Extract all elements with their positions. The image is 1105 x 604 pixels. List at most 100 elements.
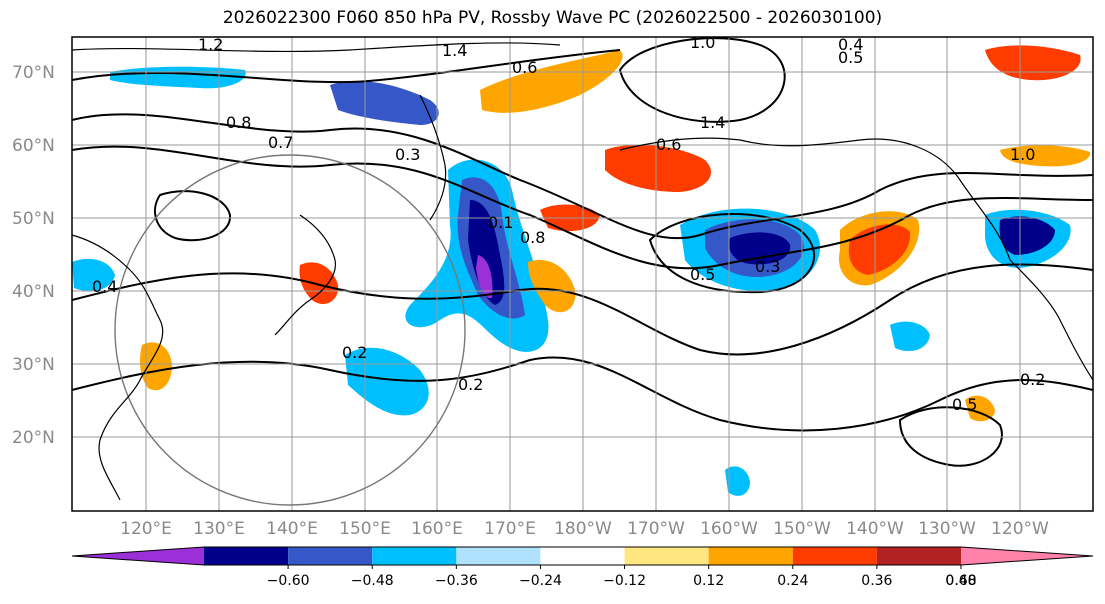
contour-line xyxy=(71,145,1094,270)
contour-label: 1.4 xyxy=(700,113,725,132)
map-title: 2026022300 F060 850 hPa PV, Rossby Wave … xyxy=(222,8,883,28)
contour-label: 0.2 xyxy=(458,375,483,394)
anomaly-positive-canada xyxy=(1000,145,1091,167)
contour-label: 0.5 xyxy=(690,265,715,284)
anomaly-positive-japan xyxy=(299,262,339,305)
lon-label: 120°E xyxy=(120,519,172,539)
coastline-asia xyxy=(71,234,164,501)
anomaly-positive-bering xyxy=(605,144,711,192)
contour-label: 1.0 xyxy=(690,33,715,52)
colorbar-tick-label: −0.60 xyxy=(267,573,310,589)
coastlines xyxy=(71,42,1094,501)
lat-label: 50°N xyxy=(12,209,55,229)
anomaly-negative-south xyxy=(345,347,429,416)
anomaly-extreme-center xyxy=(476,255,493,299)
contour-label: 0.4 xyxy=(838,35,863,54)
contour-labels: 1.2 1.4 1.0 0.6 0.5 0.4 0.8 0.7 0.3 0.2 … xyxy=(92,33,1045,414)
anomaly-ne-negative-core xyxy=(999,216,1055,255)
contour-label: 0.1 xyxy=(488,213,513,232)
anomaly-shading xyxy=(72,45,1091,496)
colorbar-extend-high xyxy=(961,547,1093,565)
colorbar-tick-label: 0.60 xyxy=(945,573,976,589)
contour-label: 0.6 xyxy=(512,58,537,77)
lat-label: 20°N xyxy=(12,428,55,448)
contour-label: 0.5 xyxy=(952,395,977,414)
colorbar-bin xyxy=(876,547,961,565)
lon-label: 120°W xyxy=(991,519,1049,539)
contour-label: 0.7 xyxy=(268,133,293,152)
contour-line xyxy=(898,406,1003,467)
lat-label: 70°N xyxy=(12,63,55,83)
lon-label: 140°E xyxy=(266,519,318,539)
anomaly-negative-east-pacific xyxy=(890,321,930,352)
anomaly-negative-north xyxy=(330,80,439,125)
colorbar-tick-label: −0.12 xyxy=(603,573,646,589)
anomaly-negative-tropics xyxy=(725,466,750,496)
coastline-na-west xyxy=(1009,259,1094,381)
colorbar-bin xyxy=(624,547,709,565)
colorbar-bin xyxy=(288,547,373,565)
coastline-arctic xyxy=(71,42,561,53)
contour-line xyxy=(71,49,621,84)
lon-label: 130°E xyxy=(193,519,245,539)
colorbar-bin xyxy=(204,547,289,565)
colorbar-tick-label: 0.36 xyxy=(861,573,892,589)
anomaly-negative-center xyxy=(468,200,505,305)
contour-label: 0.2 xyxy=(342,343,367,362)
colorbar: −0.60 −0.48 −0.36 −0.24 −0.12 0.12 0.24 0.36 0.4… xyxy=(71,546,1094,589)
lon-label: 150°W xyxy=(773,519,831,539)
colorbar-tick-label: 0.48 xyxy=(945,573,976,589)
anomaly-negative-nw xyxy=(110,66,246,89)
contour-label: 0.4 xyxy=(92,277,117,296)
contour-label: 0.3 xyxy=(395,145,420,164)
longitude-labels: 120°E 130°E 140°E 150°E 160°E 170°E 180°… xyxy=(120,519,1049,539)
contour-label: 0.2 xyxy=(1020,370,1045,389)
contour-label: 1.0 xyxy=(1010,145,1035,164)
anomaly-negative-west-edge xyxy=(72,258,115,292)
lon-label: 150°E xyxy=(339,519,391,539)
contour-line xyxy=(648,212,816,294)
contour-label: 1.4 xyxy=(442,41,467,60)
colorbar-bin xyxy=(540,547,625,565)
lon-label: 170°W xyxy=(627,519,685,539)
colorbar-extend-low xyxy=(72,547,204,565)
colorbar-bin xyxy=(708,547,793,565)
coastline-japan xyxy=(274,214,337,336)
coastline-kamchatka xyxy=(419,94,447,221)
contour-line xyxy=(618,37,786,123)
lat-label: 30°N xyxy=(12,355,55,375)
colorbar-bin xyxy=(792,547,877,565)
contour-line xyxy=(71,113,1094,240)
contour-label: 0.6 xyxy=(656,135,681,154)
colorbar-bin xyxy=(372,547,457,565)
lon-label: 160°E xyxy=(411,519,463,539)
colorbar-tick-label: −0.48 xyxy=(351,573,394,589)
contour-label: 0.5 xyxy=(838,48,863,67)
lat-label: 40°N xyxy=(12,282,55,302)
radius-circle xyxy=(114,154,466,506)
contour-line xyxy=(71,356,1094,432)
colorbar-tick-label: −0.36 xyxy=(435,573,478,589)
contour-line xyxy=(71,263,1094,356)
anomaly-positive-kamchatka xyxy=(528,259,576,313)
anomaly-positive-east-pacific xyxy=(965,395,995,422)
contour-label: 0.8 xyxy=(520,228,545,247)
anomaly-central-low-center xyxy=(729,232,791,265)
lon-label: 170°E xyxy=(484,519,536,539)
colorbar-tick-label: 0.12 xyxy=(693,573,724,589)
lon-label: 180°W xyxy=(554,519,612,539)
colorbar-tick-label: −0.24 xyxy=(519,573,562,589)
map-frame xyxy=(71,36,1094,512)
anomaly-positive-south-china xyxy=(140,342,172,391)
contour-label: 0.3 xyxy=(755,257,780,276)
anomaly-positive-arctic xyxy=(480,50,623,113)
graticule xyxy=(72,37,1093,511)
colorbar-tick-label: 0.24 xyxy=(777,573,808,589)
coastline-alaska xyxy=(619,137,1011,261)
contour-label: 0.8 xyxy=(226,113,251,132)
contour-label: 1.2 xyxy=(198,35,223,54)
colorbar-bin xyxy=(456,547,541,565)
lon-label: 160°W xyxy=(700,519,758,539)
anomaly-positive-alaska xyxy=(985,45,1081,81)
